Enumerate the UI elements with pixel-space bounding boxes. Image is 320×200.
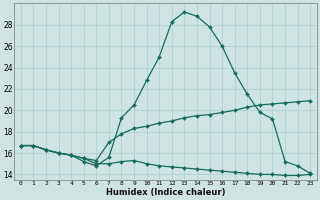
X-axis label: Humidex (Indice chaleur): Humidex (Indice chaleur) xyxy=(106,188,225,197)
